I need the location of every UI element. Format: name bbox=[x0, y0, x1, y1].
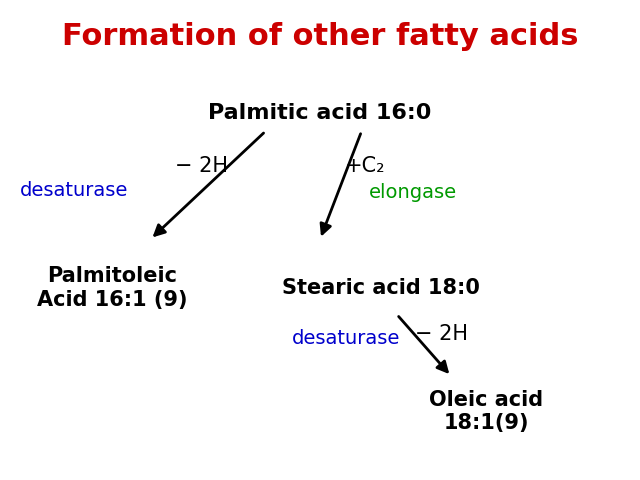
Text: desaturase: desaturase bbox=[291, 329, 400, 348]
Text: desaturase: desaturase bbox=[19, 181, 128, 200]
Text: − 2H: − 2H bbox=[415, 324, 468, 344]
Text: elongase: elongase bbox=[369, 183, 457, 203]
Text: Palmitic acid 16:0: Palmitic acid 16:0 bbox=[208, 104, 432, 123]
Text: − 2H: − 2H bbox=[175, 156, 228, 177]
Text: +C₂: +C₂ bbox=[344, 156, 385, 177]
Text: Formation of other fatty acids: Formation of other fatty acids bbox=[61, 22, 579, 50]
Text: Stearic acid 18:0: Stearic acid 18:0 bbox=[282, 278, 480, 298]
Text: Oleic acid
18:1(9): Oleic acid 18:1(9) bbox=[429, 390, 543, 433]
Text: Palmitoleic
Acid 16:1 (9): Palmitoleic Acid 16:1 (9) bbox=[36, 266, 188, 310]
